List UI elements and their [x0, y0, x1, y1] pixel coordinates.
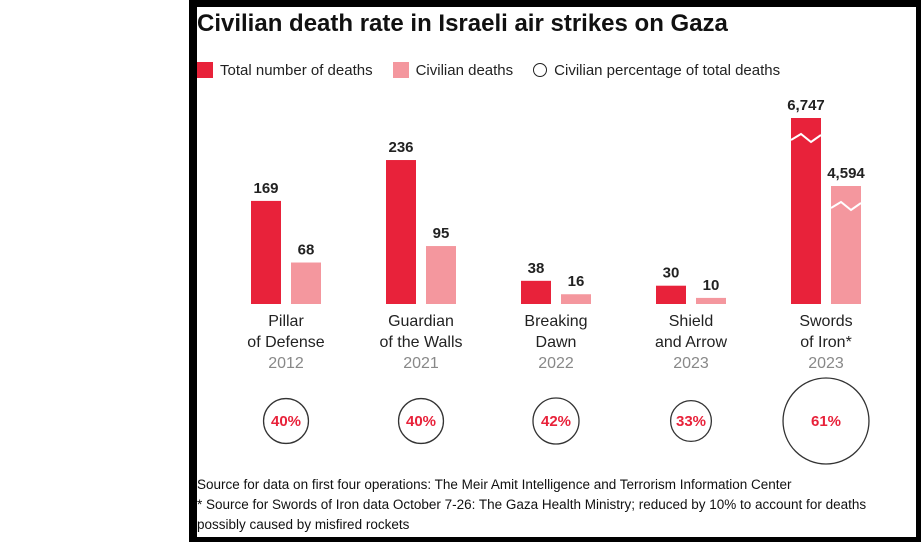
data-label: 236 — [388, 139, 413, 156]
bar-civilian — [831, 186, 861, 304]
category-label: Shield — [669, 313, 713, 330]
data-label: 68 — [298, 242, 315, 259]
category-label: Breaking — [524, 313, 587, 330]
axis-break-mark — [790, 132, 822, 144]
data-label: 10 — [703, 277, 720, 294]
frame-right-border — [916, 0, 921, 542]
legend-swatch-total — [197, 62, 213, 78]
chart-title: Civilian death rate in Israeli air strik… — [197, 10, 728, 37]
legend-label-civilian: Civilian deaths — [415, 61, 514, 79]
percentage-circle — [532, 397, 580, 445]
percentage-label: 40% — [271, 413, 301, 430]
footnotes: Source for data on first four operations… — [197, 475, 913, 535]
percentage-circle — [262, 397, 310, 445]
footnote-swords-of-iron: * Source for Swords of Iron data October… — [197, 497, 867, 532]
bar-civilian — [561, 294, 591, 304]
year-label: 2021 — [403, 355, 439, 372]
footnote-source: Source for data on first four operations… — [197, 477, 792, 492]
bar-total — [251, 200, 281, 304]
legend: Total number of deaths Civilian deaths C… — [197, 60, 800, 80]
legend-item-total: Total number of deaths — [197, 62, 373, 79]
data-label: 4,594 — [827, 165, 865, 182]
year-label: 2023 — [673, 355, 709, 372]
percentage-circle — [782, 377, 870, 465]
bar-civilian — [291, 262, 321, 304]
legend-circle-icon — [533, 63, 548, 77]
data-label: 95 — [433, 225, 450, 242]
legend-swatch-civilian — [392, 62, 409, 78]
percentage-label: 61% — [811, 413, 841, 430]
percentage-circle — [669, 399, 713, 443]
bar-civilian — [426, 246, 456, 304]
frame-top-border — [189, 0, 921, 7]
category-label: Swords — [799, 313, 852, 330]
category-label: and Arrow — [655, 334, 727, 351]
legend-label-total: Total number of deaths — [220, 61, 373, 79]
bar-total — [521, 280, 551, 304]
data-label: 16 — [568, 273, 585, 290]
category-label: of Iron* — [800, 334, 852, 351]
frame-left-border — [189, 0, 197, 542]
category-label: Pillar — [268, 313, 304, 330]
legend-item-civilian: Civilian deaths — [392, 61, 514, 79]
category-label: of Defense — [247, 334, 324, 351]
axis-break-mark — [830, 200, 862, 212]
category-label: of the Walls — [380, 334, 463, 351]
data-label: 30 — [663, 265, 680, 282]
year-label: 2012 — [268, 355, 304, 372]
year-label: 2022 — [538, 355, 574, 372]
year-label: 2023 — [808, 355, 844, 372]
category-label: Dawn — [536, 334, 577, 351]
legend-label-percentage: Civilian percentage of total deaths — [554, 61, 781, 79]
data-label: 38 — [528, 260, 545, 277]
percentage-label: 33% — [676, 413, 706, 430]
percentage-label: 40% — [406, 413, 436, 430]
legend-item-percentage: Civilian percentage of total deaths — [533, 62, 780, 79]
percentage-circle — [397, 397, 445, 445]
data-label: 169 — [253, 180, 278, 197]
percentage-label: 42% — [541, 413, 571, 430]
frame-bottom-border — [189, 537, 921, 542]
data-label: 6,747 — [787, 97, 825, 114]
category-label: Guardian — [388, 313, 454, 330]
bar-total — [791, 118, 821, 304]
bar-civilian — [696, 297, 726, 304]
bar-total — [656, 285, 686, 304]
bar-total — [386, 160, 416, 304]
